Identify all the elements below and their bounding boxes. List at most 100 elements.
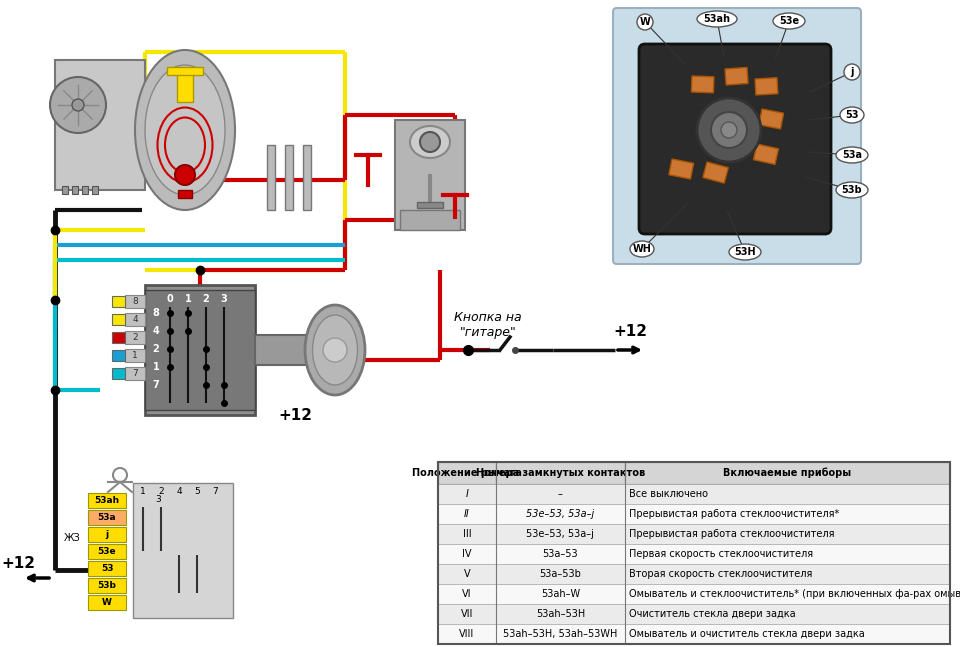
Text: 53a: 53a [98,513,116,522]
Text: W: W [639,17,650,27]
Text: 53ah–53H, 53ah–53WH: 53ah–53H, 53ah–53WH [503,629,617,639]
Text: 53a–53: 53a–53 [542,549,578,559]
Bar [400,210,460,230]
Bar [88,595,126,610]
Ellipse shape [637,14,653,30]
Bar [496,462,625,484]
Text: j: j [106,530,108,539]
Bar [755,73,780,94]
Bar [625,504,950,524]
Bar [88,510,126,525]
Bar [438,624,496,644]
Bar [88,527,126,542]
Text: 53H: 53H [734,247,756,257]
Bar [112,368,125,379]
Bar [125,331,145,344]
Ellipse shape [773,13,805,29]
Text: 7: 7 [132,369,138,378]
Text: Вторая скорость стеклоочистителя: Вторая скорость стеклоочистителя [629,569,812,579]
Bar [178,190,192,198]
Bar [496,544,625,564]
Bar [125,349,145,362]
Bar [625,604,950,624]
Text: 2: 2 [153,344,159,354]
Bar [756,144,779,162]
Text: Прерывистая работа стеклоочистителя: Прерывистая работа стеклоочистителя [629,529,834,539]
Text: Очиститель стекла двери задка: Очиститель стекла двери задка [629,609,796,619]
Text: Омыватель и стеклоочиститель* (при включенных фа-рах омыватели и очистители стек: Омыватель и стеклоочиститель* (при включ… [629,589,960,599]
Text: 4: 4 [153,326,159,336]
Text: 53: 53 [845,110,859,120]
Text: Первая скорость стеклоочистителя: Первая скорость стеклоочистителя [629,549,813,559]
Text: WH: WH [633,244,652,254]
Ellipse shape [135,50,235,210]
Bar [82,186,88,194]
Text: 4: 4 [132,316,138,325]
Bar [704,162,729,182]
Bar [625,564,950,584]
FancyBboxPatch shape [639,44,831,234]
Bar [438,484,496,504]
Text: ЖЗ: ЖЗ [63,533,81,543]
Text: 53b: 53b [842,185,862,195]
Bar [496,484,625,504]
Text: VI: VI [462,589,471,599]
FancyBboxPatch shape [613,8,861,264]
Bar [55,60,145,190]
Bar [625,462,950,484]
Bar [723,69,747,87]
Text: 53e: 53e [779,16,799,26]
Ellipse shape [840,107,864,123]
Ellipse shape [729,244,761,260]
Bar [438,462,950,644]
Text: 53e: 53e [98,547,116,556]
Bar [145,285,255,415]
Bar [496,624,625,644]
Text: III: III [463,529,471,539]
Text: V: V [464,569,470,579]
Ellipse shape [836,147,868,163]
Text: 1: 1 [184,294,191,304]
Circle shape [323,338,347,362]
Text: IV: IV [462,549,471,559]
Bar [112,350,125,361]
Text: II: II [464,509,469,519]
Text: 2: 2 [158,487,164,496]
Text: 53e–53, 53a–j: 53e–53, 53a–j [526,509,594,519]
Bar [145,290,255,410]
Bar [112,296,125,307]
Bar [496,564,625,584]
Bar [267,145,275,210]
Circle shape [711,112,747,148]
Circle shape [175,165,195,185]
Ellipse shape [410,126,450,158]
Text: 53b: 53b [98,581,116,590]
Bar [438,504,496,524]
Text: +12: +12 [278,408,312,422]
Bar [496,584,625,604]
Ellipse shape [844,64,860,80]
Bar [438,544,496,564]
Bar [133,483,233,618]
Ellipse shape [630,241,654,257]
Bar [125,367,145,380]
Bar [88,544,126,559]
Text: +12: +12 [613,325,647,340]
Bar [496,524,625,544]
Bar [438,584,496,604]
Text: 53ah–W: 53ah–W [540,589,580,599]
Ellipse shape [305,305,365,395]
Bar [255,335,310,365]
Text: j: j [851,67,853,77]
Bar [167,67,203,75]
Text: 3: 3 [221,294,228,304]
Ellipse shape [697,11,737,27]
Bar [285,145,293,210]
Circle shape [50,77,106,133]
Text: 2: 2 [203,294,209,304]
Text: 7: 7 [212,487,218,496]
Circle shape [72,99,84,111]
Bar [88,578,126,593]
Circle shape [721,122,737,138]
Text: I: I [466,489,468,499]
